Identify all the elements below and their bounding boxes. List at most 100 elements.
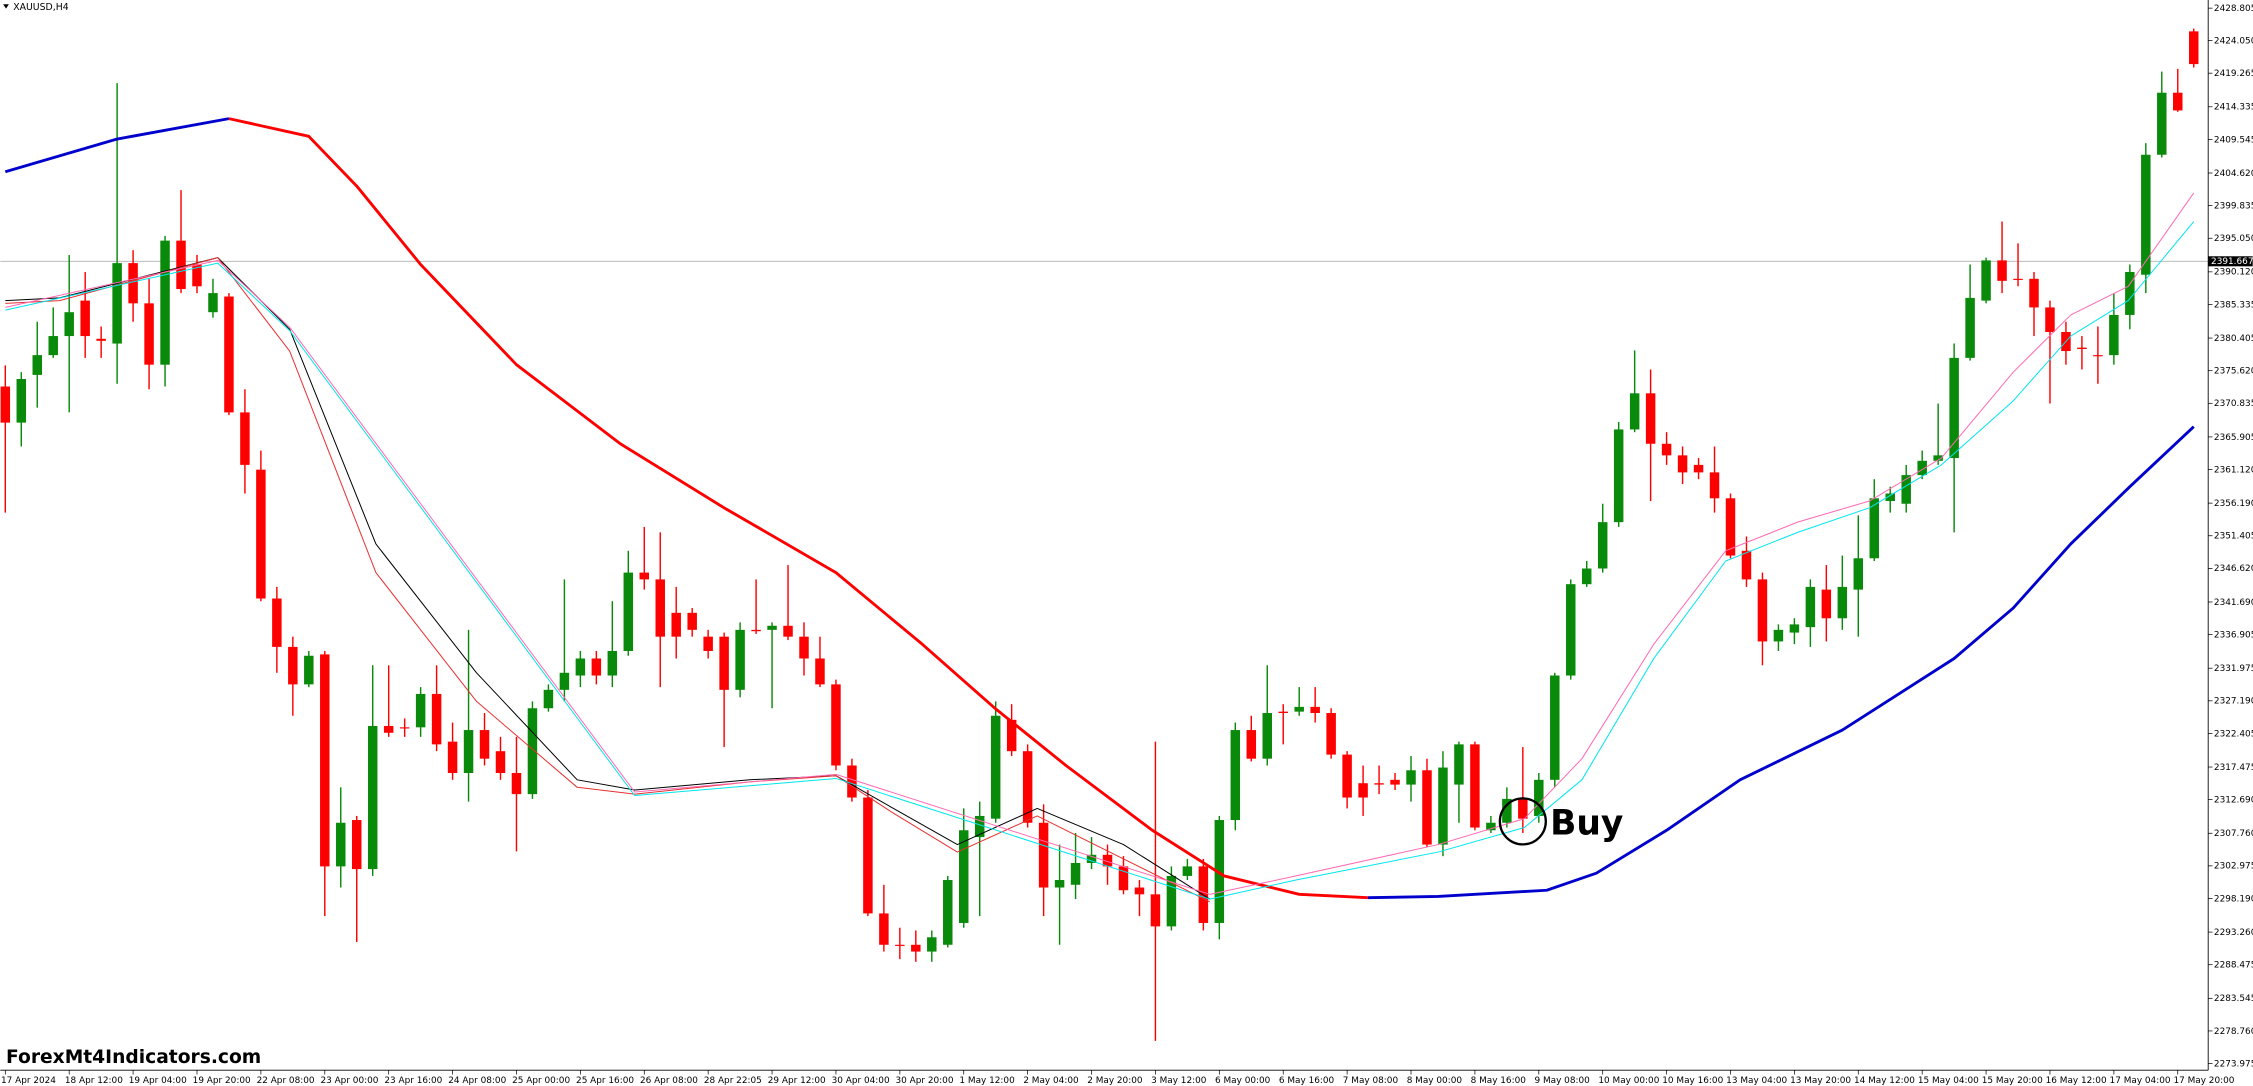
x-tick-label: 26 Apr 08:00: [640, 1076, 698, 1086]
candle-body: [607, 650, 618, 676]
y-tick-label: 2307.760: [2214, 829, 2253, 839]
y-tick-label: 2351.405: [2214, 532, 2253, 542]
candle-body: [2013, 278, 2023, 280]
y-tick-label: 2395.050: [2214, 234, 2253, 244]
candle-body: [1613, 429, 1624, 523]
candle-body: [48, 336, 58, 356]
x-tick-label: 13 May 04:00: [1726, 1076, 1787, 1086]
candle-body: [351, 820, 362, 870]
candle-body: [2125, 271, 2135, 315]
candle-body: [2188, 31, 2199, 65]
candle-body: [1166, 875, 1177, 927]
candle-body: [1438, 767, 1448, 845]
candle-body: [2157, 92, 2167, 155]
candle-body: [815, 658, 825, 685]
candle-body: [863, 797, 873, 914]
plot-area: Buy: [0, 28, 2209, 1041]
candle-body: [1086, 854, 1097, 863]
x-tick-label: 22 Apr 08:00: [257, 1076, 315, 1086]
moving-average: [5, 221, 2195, 900]
candle-body: [1358, 783, 1368, 798]
y-tick-label: 2317.475: [2214, 763, 2253, 773]
x-tick-label: 3 May 12:00: [1151, 1076, 1207, 1086]
candle-body: [1550, 675, 1560, 780]
y-tick-label: 2341.690: [2214, 598, 2253, 608]
x-tick-label: 25 Apr 16:00: [576, 1076, 634, 1086]
x-tick-label: 17 May 04:00: [2110, 1076, 2171, 1086]
candle-body: [1118, 866, 1129, 891]
candle-body: [1709, 472, 1720, 499]
x-tick-label: 15 May 04:00: [1918, 1076, 1979, 1086]
candle-body: [1070, 862, 1081, 885]
price-label: 2391.667: [2211, 257, 2253, 267]
candle-body: [383, 725, 394, 733]
candle-body: [799, 636, 809, 659]
candle-body: [591, 658, 602, 676]
candle-body: [1246, 730, 1257, 759]
y-tick-label: 2293.260: [2214, 928, 2253, 938]
candle-body: [1150, 894, 1161, 927]
x-tick-label: 8 May 00:00: [1407, 1076, 1463, 1086]
x-tick-label: 9 May 08:00: [1534, 1076, 1590, 1086]
y-tick-label: 2273.975: [2214, 1059, 2253, 1069]
candle-body: [623, 572, 634, 651]
moving-average: [5, 257, 1211, 900]
candle-body: [447, 741, 458, 773]
candle-body: [80, 300, 90, 337]
candle-body: [1294, 706, 1304, 712]
candle-body: [1422, 770, 1432, 845]
x-tick-label: 13 May 20:00: [1790, 1076, 1851, 1086]
candle-body: [431, 693, 442, 745]
y-tick-label: 2365.905: [2214, 433, 2253, 443]
y-tick-label: 2302.975: [2214, 862, 2253, 872]
candle-body: [1597, 522, 1608, 569]
candle-body: [1390, 779, 1400, 785]
x-tick-label: 17 May 20:00: [2173, 1076, 2234, 1086]
candle-body: [2045, 307, 2055, 332]
candle-body: [1981, 260, 1991, 301]
candle-body: [224, 296, 234, 413]
candle-body: [1262, 713, 1272, 759]
candle-body: [160, 240, 170, 365]
x-tick-label: 25 Apr 00:00: [512, 1076, 570, 1086]
candle-body: [2109, 314, 2119, 356]
candle-body: [783, 625, 793, 637]
y-tick-label: 2336.905: [2214, 630, 2253, 640]
y-tick-label: 2424.050: [2214, 36, 2253, 46]
y-tick-label: 2385.335: [2214, 300, 2253, 310]
candle-body: [959, 830, 969, 923]
candle-body: [240, 412, 250, 465]
y-tick-label: 2346.620: [2214, 564, 2253, 574]
signal-label: Buy: [1550, 803, 1623, 843]
candle-body: [415, 693, 426, 728]
candle-body: [671, 612, 681, 637]
candle-body: [1134, 887, 1145, 895]
y-tick-label: 2370.835: [2214, 399, 2253, 409]
candle-body: [96, 338, 106, 341]
y-tick-label: 2375.620: [2214, 367, 2253, 377]
y-tick-label: 2404.620: [2214, 169, 2253, 179]
x-tick-label: 15 May 20:00: [1982, 1076, 2043, 1086]
candle-body: [719, 636, 729, 690]
candle-body: [479, 730, 490, 759]
candle-body: [1901, 475, 1911, 504]
y-tick-label: 2409.545: [2214, 135, 2253, 145]
candle-body: [112, 263, 122, 344]
candle-body: [64, 312, 74, 337]
candle-body: [1773, 629, 1784, 642]
y-tick-label: 2322.405: [2214, 729, 2253, 739]
candle-body: [1757, 579, 1768, 642]
candle-body: [1278, 711, 1288, 714]
x-tick-label: 10 May 16:00: [1662, 1076, 1723, 1086]
candle-body: [1821, 589, 1832, 619]
x-tick-label: 2 May 20:00: [1087, 1076, 1143, 1086]
candle-body: [1869, 498, 1880, 559]
x-tick-label: 19 Apr 20:00: [193, 1076, 251, 1086]
candle-body: [1741, 550, 1752, 580]
moving-average: [228, 117, 1368, 900]
candle-body: [990, 715, 1001, 819]
candle-body: [1805, 586, 1816, 628]
candle-body: [847, 765, 857, 798]
candle-body: [128, 263, 138, 304]
candle-body: [336, 822, 346, 867]
